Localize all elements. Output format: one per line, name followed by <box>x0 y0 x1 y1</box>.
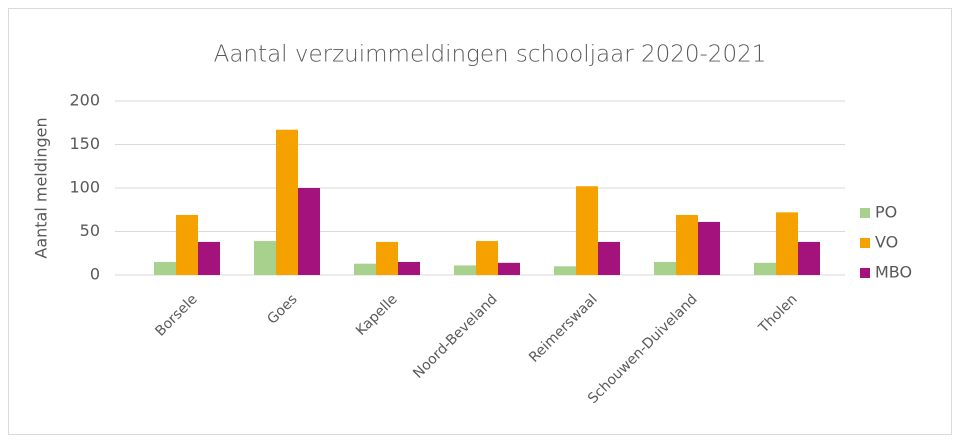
legend-swatch <box>860 268 870 278</box>
legend-swatch <box>860 208 870 218</box>
y-tick-label: 150 <box>69 134 100 153</box>
bar <box>376 241 398 275</box>
legend-swatch <box>860 238 870 248</box>
legend-label: MBO <box>875 263 912 282</box>
bar <box>676 214 698 275</box>
y-tick-label: 50 <box>80 221 100 240</box>
bar <box>598 241 620 275</box>
y-axis-title: Aantal meldingen <box>32 117 51 258</box>
bar <box>398 261 420 275</box>
bar <box>654 261 676 275</box>
bar <box>476 241 498 275</box>
bar <box>576 186 598 275</box>
chart-border <box>8 8 952 435</box>
bar <box>798 241 820 275</box>
bar <box>254 241 276 275</box>
legend-label: VO <box>875 233 898 252</box>
bar <box>454 265 476 275</box>
bar <box>176 214 198 275</box>
bar <box>698 221 720 275</box>
legend-label: PO <box>875 203 897 222</box>
y-tick-label: 100 <box>69 178 100 197</box>
bar <box>554 266 576 275</box>
bar <box>198 241 220 275</box>
chart-title: Aantal verzuimmeldingen schooljaar 2020-… <box>214 42 767 68</box>
bar <box>154 261 176 275</box>
bar <box>276 129 298 275</box>
bar <box>298 188 320 275</box>
bar <box>754 262 776 275</box>
bar <box>776 212 798 275</box>
y-tick-label: 200 <box>69 91 100 110</box>
bar <box>354 263 376 275</box>
bar <box>498 262 520 275</box>
y-tick-label: 0 <box>90 265 100 284</box>
